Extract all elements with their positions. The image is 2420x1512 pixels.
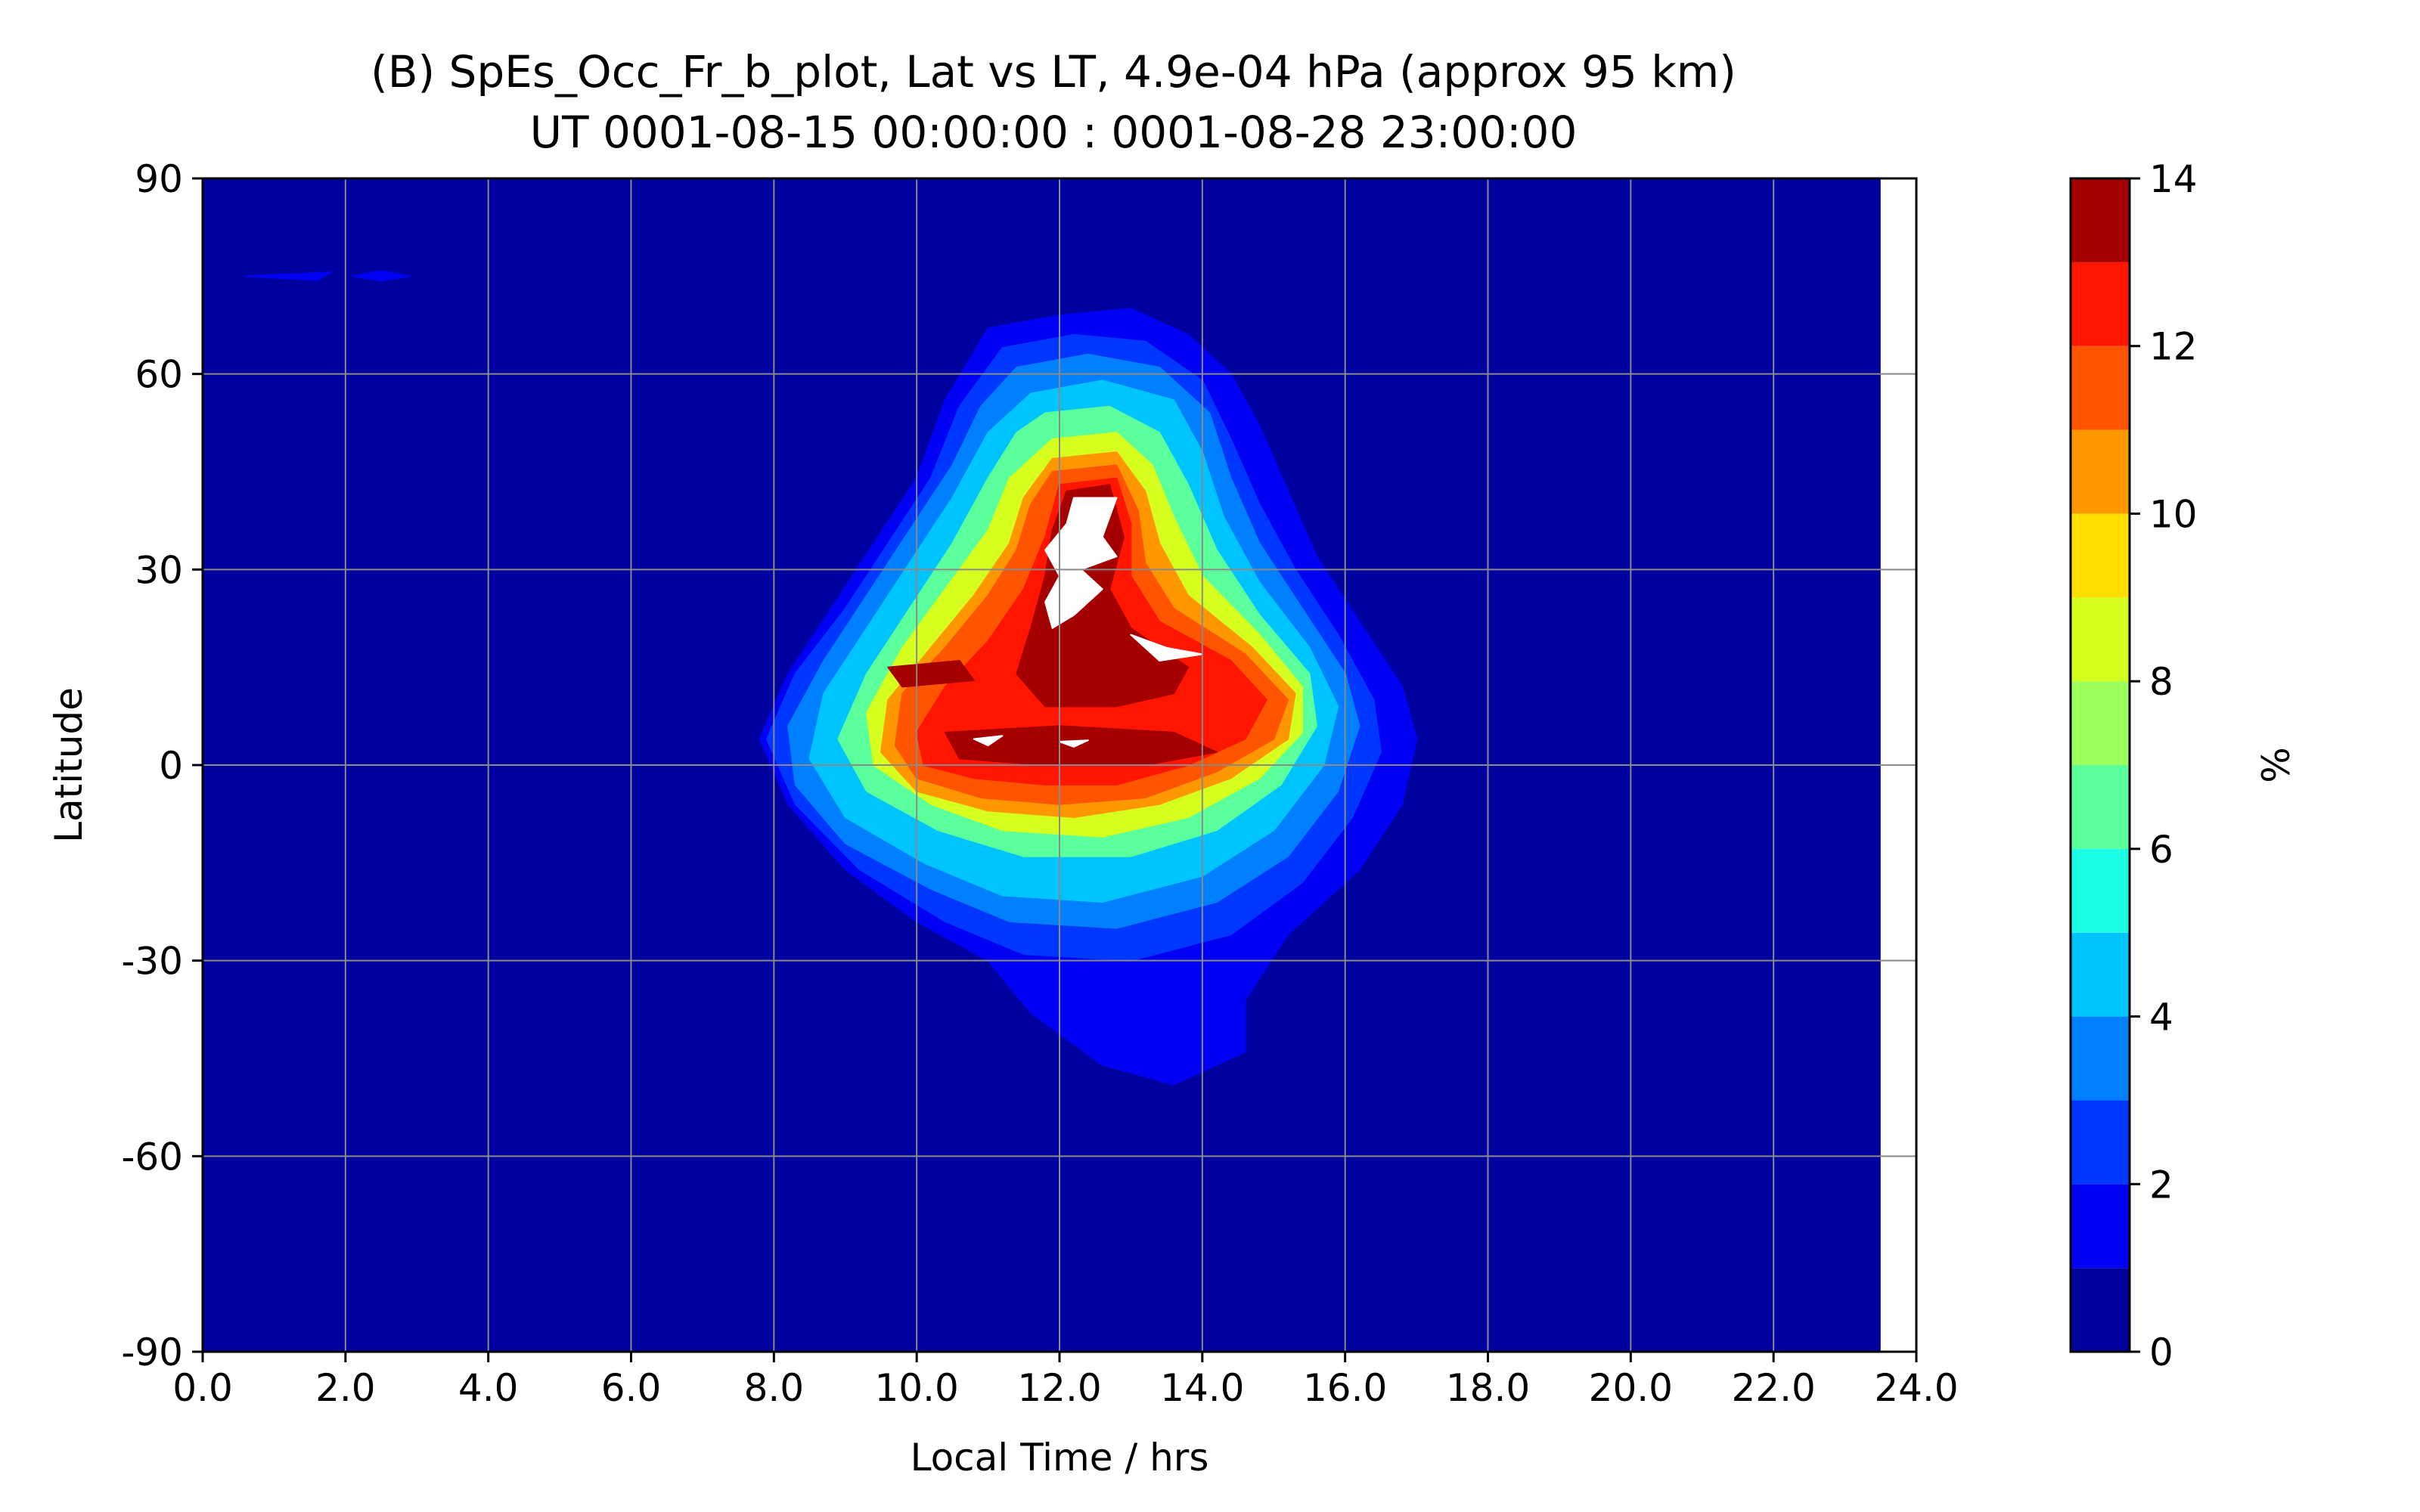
chart-title: (B) SpEs_Occ_Fr_b_plot, Lat vs LT, 4.9e-… bbox=[371, 46, 1736, 98]
colorbar-tick-label: 6 bbox=[2149, 828, 2173, 872]
x-axis-label: Local Time / hrs bbox=[911, 1436, 1209, 1479]
x-tick-label: 10.0 bbox=[875, 1366, 959, 1410]
y-tick-label: 0 bbox=[159, 744, 183, 788]
colorbar-band bbox=[2071, 1184, 2130, 1269]
colorbar-band bbox=[2071, 1268, 2130, 1352]
colorbar-band bbox=[2071, 681, 2130, 765]
x-tick-label: 20.0 bbox=[1589, 1366, 1673, 1410]
contour-region-level-14 bbox=[1059, 739, 1089, 748]
x-tick-label: 8.0 bbox=[744, 1366, 805, 1410]
x-tick-label: 14.0 bbox=[1160, 1366, 1244, 1410]
contour-region-level-13 bbox=[887, 660, 975, 688]
colorbar-band bbox=[2071, 429, 2130, 514]
colorbar: 0 2 4 6 8 10 12 14 % bbox=[2069, 157, 2296, 1374]
x-tick-label: 22.0 bbox=[1732, 1366, 1816, 1410]
y-tick-label: 60 bbox=[135, 353, 183, 397]
colorbar-tick-label: 12 bbox=[2149, 325, 2198, 369]
colorbar-frame bbox=[2069, 177, 2131, 1353]
y-tick-label: -60 bbox=[121, 1135, 183, 1179]
colorbar-tick-label: 8 bbox=[2149, 660, 2173, 704]
colorbar-band bbox=[2071, 932, 2130, 1017]
x-tick-label: 2.0 bbox=[315, 1366, 376, 1410]
colorbar-label: % bbox=[2252, 747, 2296, 783]
x-tick-label: 6.0 bbox=[601, 1366, 662, 1410]
colorbar-ticks: 0 2 4 6 8 10 12 14 bbox=[2130, 157, 2198, 1374]
y-tick-label: -30 bbox=[121, 940, 183, 984]
contour-region-level-14 bbox=[1044, 497, 1118, 629]
chart-subtitle: UT 0001-08-15 00:00:00 : 0001-08-28 23:0… bbox=[530, 107, 1578, 158]
y-tick-label: -90 bbox=[121, 1331, 183, 1374]
colorbar-band bbox=[2071, 513, 2130, 598]
x-tick-label: 18.0 bbox=[1446, 1366, 1530, 1410]
colorbar-band bbox=[2071, 178, 2130, 262]
colorbar-bands bbox=[2071, 178, 2130, 1352]
colorbar-tick-label: 10 bbox=[2149, 492, 2198, 536]
y-axis-label: Latitude bbox=[47, 687, 91, 843]
y-axis-ticks: -90 -60 -30 0 30 60 90 bbox=[121, 157, 203, 1374]
colorbar-band bbox=[2071, 848, 2130, 933]
colorbar-band bbox=[2071, 262, 2130, 346]
contour-region-level-14 bbox=[973, 735, 1004, 747]
x-tick-label: 12.0 bbox=[1017, 1366, 1101, 1410]
colorbar-band bbox=[2071, 345, 2130, 430]
contour-region-level-13 bbox=[944, 725, 1218, 766]
x-tick-label: 24.0 bbox=[1874, 1366, 1958, 1410]
contour-region-level-1 bbox=[244, 271, 332, 281]
colorbar-band bbox=[2071, 597, 2130, 682]
plot-area: 0.0 2.0 4.0 6.0 8.0 10.0 12.0 14.0 16.0 18.0 20.0 2… bbox=[121, 157, 1958, 1410]
y-tick-label: 90 bbox=[135, 157, 183, 201]
colorbar-tick-label: 14 bbox=[2149, 157, 2198, 201]
colorbar-band bbox=[2071, 765, 2130, 849]
colorbar-tick-label: 4 bbox=[2149, 996, 2173, 1040]
contour-region-level-1 bbox=[352, 270, 411, 282]
colorbar-band bbox=[2071, 1100, 2130, 1185]
x-tick-label: 0.0 bbox=[172, 1366, 233, 1410]
x-tick-label: 4.0 bbox=[458, 1366, 519, 1410]
y-tick-label: 30 bbox=[135, 548, 183, 592]
x-tick-label: 16.0 bbox=[1303, 1366, 1387, 1410]
colorbar-tick-label: 0 bbox=[2149, 1331, 2173, 1374]
colorbar-tick-label: 2 bbox=[2149, 1163, 2173, 1207]
colorbar-band bbox=[2071, 1016, 2130, 1101]
x-axis-ticks: 0.0 2.0 4.0 6.0 8.0 10.0 12.0 14.0 16.0 18.0 20.0 2… bbox=[172, 1352, 1959, 1410]
